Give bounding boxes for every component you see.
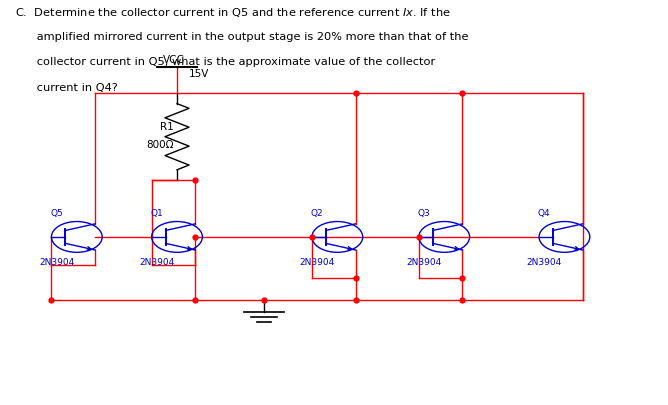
Text: 2N3904: 2N3904 [526,258,562,267]
Text: amplified mirrored current in the output stage is 20% more than that of the: amplified mirrored current in the output… [15,32,468,42]
Text: 2N3904: 2N3904 [406,258,442,267]
Text: 2N3904: 2N3904 [299,258,335,267]
Text: Q2: Q2 [311,209,323,218]
Text: 15V: 15V [189,69,210,79]
Text: R1: R1 [160,122,174,132]
Text: Q1: Q1 [150,209,163,218]
Text: collector current in Q5, what is the approximate value of the collector: collector current in Q5, what is the app… [15,57,435,67]
Text: 800Ω: 800Ω [146,140,174,150]
Text: Q5: Q5 [50,209,63,218]
Text: current in Q4?: current in Q4? [15,83,118,93]
Text: Q4: Q4 [538,209,550,218]
Text: 2N3904: 2N3904 [139,258,174,267]
Text: 2N3904: 2N3904 [39,258,74,267]
Text: VCC: VCC [163,55,184,65]
Text: Q3: Q3 [418,209,430,218]
Text: C.  Determine the collector current in Q5 and the reference current $Ix$. If the: C. Determine the collector current in Q5… [15,6,450,19]
